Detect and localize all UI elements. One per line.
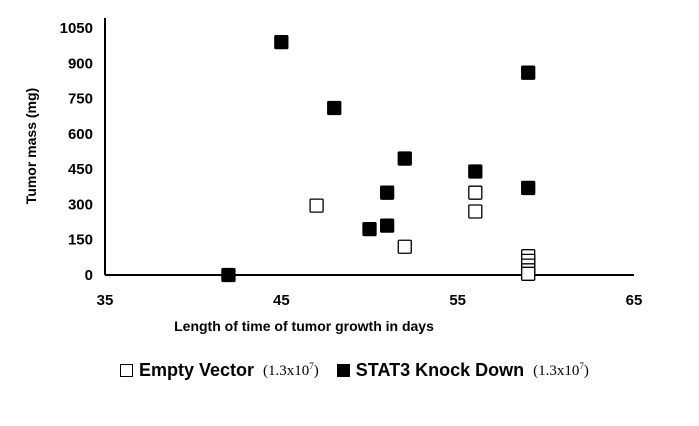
x-tick-label: 35 [97,292,114,309]
x-tick-labels: 35 45 55 65 [97,292,643,309]
filled-square-icon [336,363,350,377]
y-tick-label: 450 [68,161,93,178]
legend-item-empty-vector: Empty Vector (1.3x107) [120,360,319,381]
y-tick-label: 0 [85,267,93,284]
y-tick-label: 750 [68,91,93,108]
legend: Empty Vector (1.3x107) STAT3 Knock Down … [120,355,690,385]
y-tick-label: 1050 [60,20,93,37]
empty-vector-point [397,239,412,254]
stat3-knock-down-point [379,218,395,233]
y-tick-label: 150 [68,232,93,249]
stat3-knock-down-point [327,100,342,116]
x-axis: 35 45 55 65 [97,274,643,309]
stat3-knock-down-point [362,221,377,237]
hollow-square-icon [120,363,133,377]
x-axis-title: Length of time of tumor growth in days [174,318,434,334]
legend-label: STAT3 Knock Down [355,359,525,380]
legend-note: (1.3x107) [533,360,589,379]
stat3-knock-down-point [521,180,536,196]
y-axis: 0 150 300 450 600 750 900 1050 [60,18,106,284]
x-tick-label: 65 [626,292,643,309]
y-tick-label: 300 [68,196,93,213]
legend-label: Empty Vector [139,359,255,380]
stat3-knock-down-point [221,267,236,283]
stat3-knock-down-point [521,65,536,80]
stat3-knock-down-point [397,151,412,166]
legend-note: (1.3x107) [263,360,319,379]
x-tick-label: 55 [449,292,466,309]
y-tick-labels: 0 150 300 450 600 750 900 1050 [60,20,93,284]
stat3-knock-down-point [274,34,289,50]
y-tick-label: 600 [68,126,93,143]
empty-vector-point [309,198,324,213]
empty-vector-point [468,185,483,200]
stat3-knock-down-point [468,164,483,179]
stat3-knock-down-point [379,185,395,200]
empty-vector-point [468,204,483,219]
x-tick-label: 45 [273,292,290,309]
y-tick-label: 900 [68,55,93,72]
y-axis-title: Tumor mass (mg) [23,88,39,204]
data-points [221,34,536,283]
empty-vector-point [521,266,536,281]
legend-item-stat3-knock-down: STAT3 Knock Down (1.3x107) [336,359,589,381]
